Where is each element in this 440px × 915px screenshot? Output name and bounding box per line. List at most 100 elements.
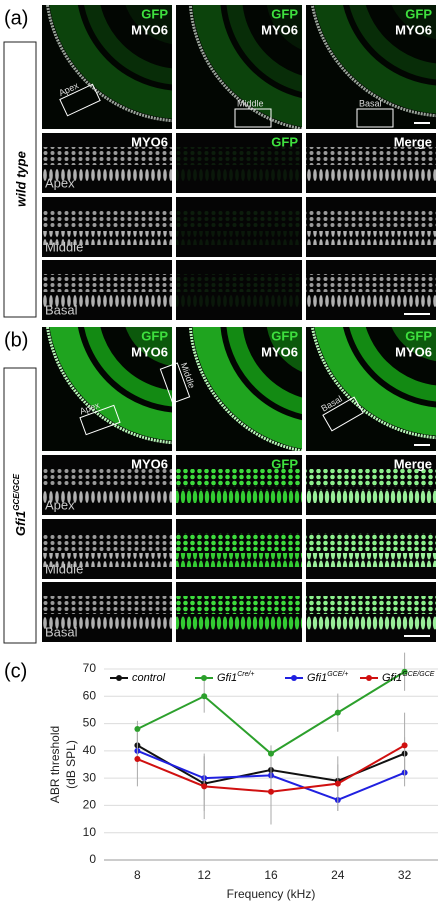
legend-superscript: GCE/+: [327, 671, 348, 678]
hair-cell-bodies: [42, 231, 172, 245]
x-axis-label: Frequency (kHz): [227, 887, 316, 901]
hair-cell-bodies: [306, 231, 436, 245]
series-line: [136, 670, 406, 755]
hair-cell-bodies: [42, 294, 172, 308]
data-point: [201, 783, 208, 790]
data-point: [201, 693, 208, 700]
channel-label: GFP: [141, 328, 168, 343]
hair-cell-bodies: [42, 553, 172, 567]
channel-label: MYO6: [131, 344, 168, 359]
row-label: Apex: [45, 175, 75, 190]
hair-cell-rows: [42, 274, 172, 292]
y-axis-label: (dB SPL): [64, 740, 78, 789]
data-point: [401, 742, 408, 749]
channel-label: MYO6: [261, 344, 298, 359]
legend-marker: [291, 675, 297, 681]
group-label: Gfi1GCE/GCE: [12, 473, 28, 536]
group-text: Gfi1: [13, 511, 28, 536]
hair-cell-rows: [42, 533, 172, 551]
detail-header: Merge: [394, 456, 432, 471]
hair-cell-bodies: [306, 294, 436, 308]
data-point: [401, 668, 408, 675]
y-tick-label: 40: [83, 743, 97, 757]
cochlea: [310, 5, 436, 118]
y-tick-label: 0: [89, 852, 96, 866]
region-rect: [234, 108, 272, 128]
region-rect: [159, 362, 191, 404]
detail-header: GFP: [271, 456, 298, 471]
channel-label: MYO6: [395, 22, 432, 37]
hair-cell-rows: [306, 469, 436, 487]
detail-header: GFP: [271, 134, 298, 149]
hair-cell-bodies: [176, 553, 302, 567]
hair-cell-bodies: [42, 167, 172, 181]
region-box: Basal: [356, 98, 394, 128]
data-point: [134, 726, 141, 733]
channel-label: GFP: [141, 6, 168, 21]
detail-header: Merge: [394, 134, 432, 149]
legend-superscript: GCE/GCE: [402, 671, 435, 678]
legend-name: Gfi1: [382, 672, 402, 684]
hair-cell-rows: [42, 211, 172, 229]
hair-cell-bodies: [42, 489, 172, 503]
hair-cell-rows: [176, 147, 302, 165]
channel-label: MYO6: [395, 344, 432, 359]
legend-name: Gfi1: [307, 672, 327, 684]
y-tick-label: 30: [83, 770, 97, 784]
region-rect: [79, 404, 121, 436]
x-tick-label: 16: [264, 868, 278, 882]
hair-cell-bodies: [306, 167, 436, 181]
legend-entry: Gfi1GCE/GCE: [382, 671, 435, 684]
data-point: [334, 780, 341, 787]
tissue: [125, 5, 172, 45]
channel-label: MYO6: [131, 22, 168, 37]
image-panels: (a)wild typeGFPMYO6ApexGFPMYO6MiddleGFPM…: [3, 5, 436, 644]
y-tick-label: 50: [83, 716, 97, 730]
tissue: [391, 327, 436, 362]
region-box: Middle: [234, 98, 272, 128]
cochlea: [310, 327, 436, 440]
legend-marker: [366, 675, 372, 681]
x-tick-label: 12: [198, 868, 212, 882]
hair-cell-bodies: [176, 489, 302, 503]
x-tick-label: 8: [134, 868, 141, 882]
hair-cell-bodies: [306, 616, 436, 630]
group-superscript: GCE/GCE: [12, 473, 21, 511]
channel-label: GFP: [271, 6, 298, 21]
detail-header: MYO6: [131, 134, 168, 149]
tissue: [266, 5, 302, 50]
legend-name: control: [132, 672, 166, 684]
hair-cell-rows: [306, 596, 436, 614]
hair-cell-bodies: [306, 489, 436, 503]
legend-superscript: Cre/+: [237, 671, 254, 678]
legend-entry: Gfi1Cre/+: [217, 671, 255, 684]
hair-cell-rows: [42, 469, 172, 487]
hair-cell-rows: [176, 274, 302, 292]
group-box: [3, 367, 37, 644]
data-point: [334, 709, 341, 716]
region-rect: [322, 396, 364, 432]
panel-label: (b): [4, 329, 28, 351]
region-rect: [356, 108, 394, 128]
hair-cell-bodies: [176, 294, 302, 308]
channel-label: MYO6: [261, 22, 298, 37]
x-tick-label: 32: [398, 868, 412, 882]
x-tick-label: 24: [331, 868, 345, 882]
region-rect: [59, 83, 101, 117]
data-point: [268, 750, 274, 757]
channel-label: GFP: [405, 328, 432, 343]
tissue: [391, 5, 436, 40]
hair-cell-rows: [306, 147, 436, 165]
hair-cell-bodies: [176, 167, 302, 181]
hair-cell-bodies: [176, 616, 302, 630]
region-box: Apex: [78, 400, 121, 436]
cochlea: [188, 5, 302, 129]
channel-label: GFP: [271, 328, 298, 343]
panel-label: (a): [4, 7, 28, 29]
region-label: Basal: [359, 98, 382, 108]
group-label: wild type: [13, 151, 28, 207]
tissue: [125, 327, 172, 367]
region-label: Middle: [237, 98, 264, 108]
hair-cell-bodies: [42, 616, 172, 630]
